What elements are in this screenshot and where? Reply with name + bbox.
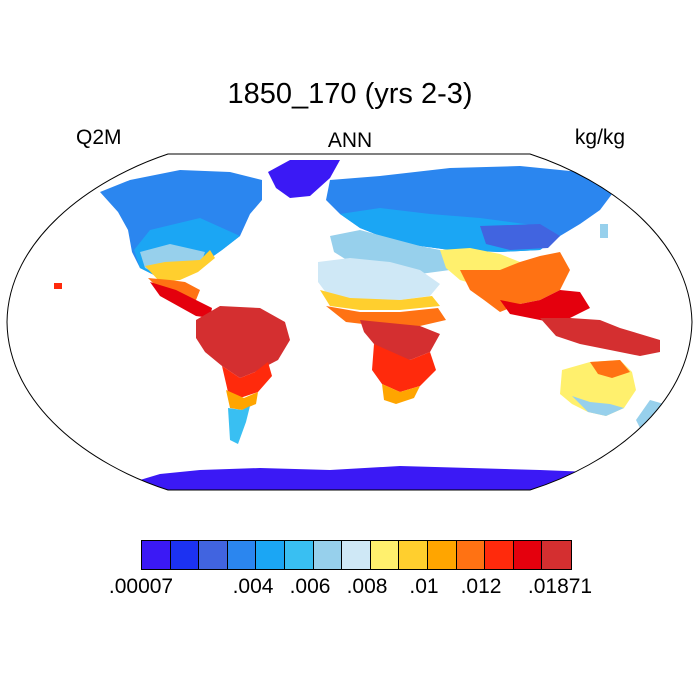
map-outline — [6, 153, 693, 491]
season-label: ANN — [327, 129, 373, 152]
map-title: 1850_170 (yrs 2-3) — [227, 78, 473, 110]
africa — [318, 258, 440, 300]
colorbar-swatch — [199, 541, 228, 569]
colorbar-swatch — [142, 541, 171, 569]
colorbar-label: .012 — [460, 575, 502, 598]
colorbar-swatch — [256, 541, 285, 569]
colorbar-swatch — [485, 541, 514, 569]
colorbar-label: .004 — [232, 575, 274, 598]
colorbar-label: .006 — [289, 575, 331, 598]
colorbar-swatch — [513, 541, 543, 569]
central-america — [150, 282, 212, 318]
colorbar-swatch — [370, 541, 400, 569]
colorbar-label: .00007 — [108, 575, 174, 598]
colorbar-swatch — [542, 541, 571, 569]
units-label: kg/kg — [574, 126, 626, 149]
greenland — [268, 160, 340, 198]
colorbar-swatch — [284, 541, 314, 569]
colorbar-swatch — [427, 541, 457, 569]
colorbar-label: .01 — [409, 575, 439, 598]
colorbar-swatch — [399, 541, 428, 569]
colorbar — [141, 540, 572, 570]
south-america — [196, 306, 290, 378]
colorbar-swatch — [456, 541, 486, 569]
colorbar-swatch — [227, 541, 257, 569]
colorbar-swatch — [342, 541, 371, 569]
colorbar-swatch — [170, 541, 200, 569]
colorbar-label: .008 — [346, 575, 388, 598]
colorbar-swatch — [313, 541, 343, 569]
variable-label: Q2M — [76, 126, 122, 149]
colorbar-label: .01871 — [527, 575, 593, 598]
antarctica — [120, 466, 600, 490]
